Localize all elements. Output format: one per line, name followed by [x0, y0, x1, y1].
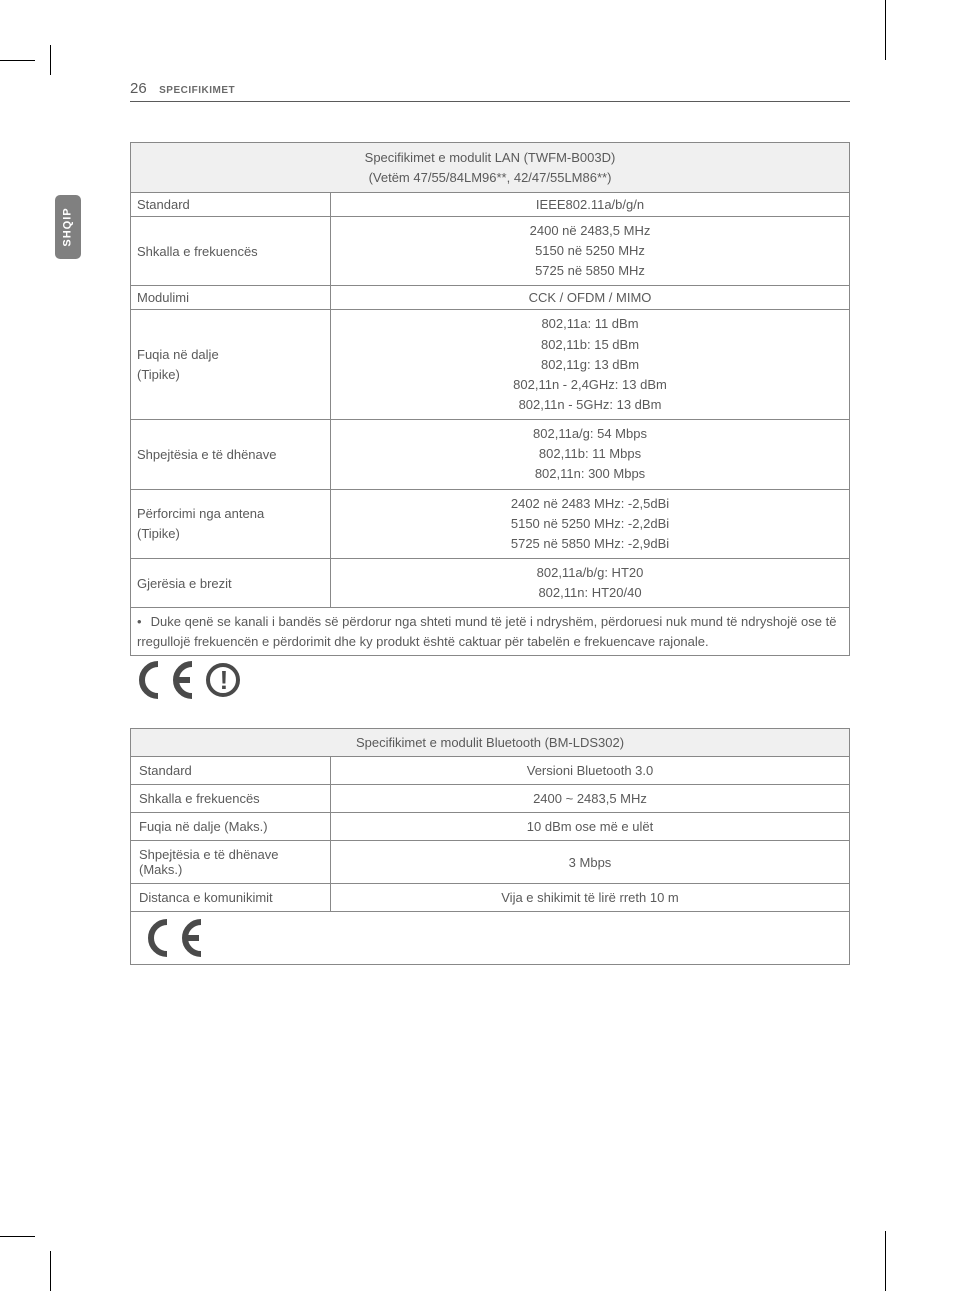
table-row: Standard IEEE802.11a/b/g/n	[131, 193, 850, 217]
freq-v3: 5725 në 5850 MHz	[337, 261, 843, 281]
gain-v3: 5725 në 5850 MHz: -2,9dBi	[337, 534, 843, 554]
note-row: • Duke qenë se kanali i bandës së përdor…	[131, 608, 850, 656]
exclamation-circle-icon: !	[206, 663, 240, 697]
row-value: 2400 në 2483,5 MHz 5150 në 5250 MHz 5725…	[331, 217, 850, 286]
table-row: Fuqia në dalje (Tipike) 802,11a: 11 dBm …	[131, 310, 850, 420]
gain-label1: Përforcimi nga antena	[137, 504, 324, 524]
ce-icon	[130, 660, 200, 700]
row-value: Vija e shikimit të lirë rreth 10 m	[331, 884, 850, 912]
table-row: Përforcimi nga antena (Tipike) 2402 në 2…	[131, 489, 850, 558]
row-value: 2400 ~ 2483,5 MHz	[331, 785, 850, 813]
bluetooth-spec-table: Specifikimet e modulit Bluetooth (BM-LDS…	[130, 728, 850, 965]
rate-v1: 802,11a/g: 54 Mbps	[337, 424, 843, 444]
row-label: Shkalla e frekuencës	[131, 785, 331, 813]
power-v3: 802,11g: 13 dBm	[337, 355, 843, 375]
row-label: Fuqia në dalje (Maks.)	[131, 813, 331, 841]
power-label2: (Tipike)	[137, 365, 324, 385]
row-value: IEEE802.11a/b/g/n	[331, 193, 850, 217]
table2-title: Specifikimet e modulit Bluetooth (BM-LDS…	[131, 729, 850, 757]
row-label: Standard	[131, 757, 331, 785]
note-text: Duke qenë se kanali i bandës së përdorur…	[137, 614, 836, 649]
table-row: Shpejtësia e të dhënave (Maks.) 3 Mbps	[131, 841, 850, 884]
table-row: Modulimi CCK / OFDM / MIMO	[131, 286, 850, 310]
table-row: Standard Versioni Bluetooth 3.0	[131, 757, 850, 785]
rate-v3: 802,11n: 300 Mbps	[337, 464, 843, 484]
bw-v1: 802,11a/b/g: HT20	[337, 563, 843, 583]
row-value: 2402 në 2483 MHz: -2,5dBi 5150 në 5250 M…	[331, 489, 850, 558]
row-value: 802,11a/g: 54 Mbps 802,11b: 11 Mbps 802,…	[331, 420, 850, 489]
ce-mark-small	[139, 918, 841, 958]
table-row: Shkalla e frekuencës 2400 ~ 2483,5 MHz	[131, 785, 850, 813]
ce-mark-with-circle: !	[130, 660, 850, 700]
rate-v2: 802,11b: 11 Mbps	[337, 444, 843, 464]
row-label: Modulimi	[131, 286, 331, 310]
row-label: Shkalla e frekuencës	[131, 217, 331, 286]
table1-title1: Specifikimet e modulit LAN (TWFM-B003D)	[136, 148, 844, 168]
freq-v1: 2400 në 2483,5 MHz	[337, 221, 843, 241]
row-value: 10 dBm ose më e ulët	[331, 813, 850, 841]
language-tab: SHQIP	[55, 195, 81, 259]
ce-row	[131, 912, 850, 965]
table-row: Gjerësia e brezit 802,11a/b/g: HT20 802,…	[131, 558, 850, 607]
power-label1: Fuqia në dalje	[137, 345, 324, 365]
table-row: Fuqia në dalje (Maks.) 10 dBm ose më e u…	[131, 813, 850, 841]
row-label: Gjerësia e brezit	[131, 558, 331, 607]
table-title-row: Specifikimet e modulit LAN (TWFM-B003D) …	[131, 143, 850, 193]
row-value: CCK / OFDM / MIMO	[331, 286, 850, 310]
page-content: 26 SPECIFIKIMET Specifikimet e modulit L…	[130, 80, 850, 965]
row-value: 802,11a/b/g: HT20 802,11n: HT20/40	[331, 558, 850, 607]
table-title-row: Specifikimet e modulit Bluetooth (BM-LDS…	[131, 729, 850, 757]
row-label: Shpejtësia e të dhënave	[131, 420, 331, 489]
row-label: Standard	[131, 193, 331, 217]
power-v1: 802,11a: 11 dBm	[337, 314, 843, 334]
row-label: Përforcimi nga antena (Tipike)	[131, 489, 331, 558]
table-row: Shkalla e frekuencës 2400 në 2483,5 MHz …	[131, 217, 850, 286]
gain-v2: 5150 në 5250 MHz: -2,2dBi	[337, 514, 843, 534]
lan-spec-table: Specifikimet e modulit LAN (TWFM-B003D) …	[130, 142, 850, 656]
table-row: Distanca e komunikimit Vija e shikimit t…	[131, 884, 850, 912]
row-label: Fuqia në dalje (Tipike)	[131, 310, 331, 420]
page-number: 26	[130, 80, 147, 97]
row-label: Distanca e komunikimit	[131, 884, 331, 912]
gain-v1: 2402 në 2483 MHz: -2,5dBi	[337, 494, 843, 514]
table1-title2: (Vetëm 47/55/84LM96**, 42/47/55LM86**)	[136, 168, 844, 188]
table-row: Shpejtësia e të dhënave 802,11a/g: 54 Mb…	[131, 420, 850, 489]
row-label: Shpejtësia e të dhënave (Maks.)	[131, 841, 331, 884]
power-v2: 802,11b: 15 dBm	[337, 335, 843, 355]
language-tab-label: SHQIP	[62, 207, 74, 246]
bw-v2: 802,11n: HT20/40	[337, 583, 843, 603]
bullet-icon: •	[137, 612, 147, 632]
power-v4: 802,11n - 2,4GHz: 13 dBm	[337, 375, 843, 395]
gain-label2: (Tipike)	[137, 524, 324, 544]
section-title: SPECIFIKIMET	[159, 85, 235, 96]
ce-icon	[139, 918, 209, 958]
row-value: Versioni Bluetooth 3.0	[331, 757, 850, 785]
page-header: 26 SPECIFIKIMET	[130, 80, 850, 102]
row-value: 3 Mbps	[331, 841, 850, 884]
power-v5: 802,11n - 5GHz: 13 dBm	[337, 395, 843, 415]
freq-v2: 5150 në 5250 MHz	[337, 241, 843, 261]
row-value: 802,11a: 11 dBm 802,11b: 15 dBm 802,11g:…	[331, 310, 850, 420]
